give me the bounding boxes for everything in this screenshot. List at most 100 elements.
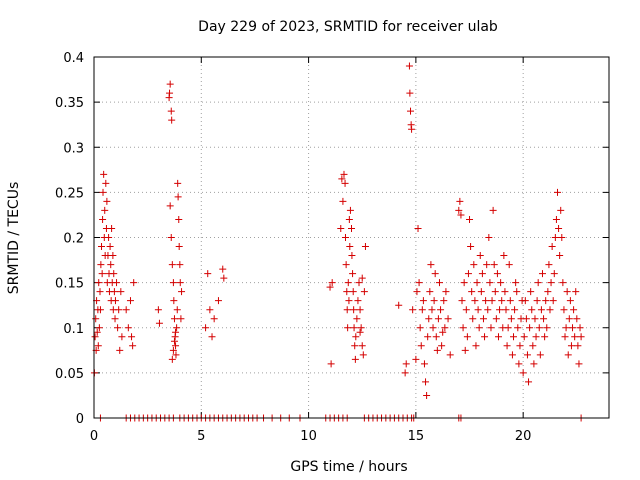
data-point — [497, 279, 505, 287]
data-point — [488, 297, 496, 305]
data-point — [530, 360, 538, 368]
data-point — [154, 306, 162, 314]
data-point — [422, 378, 430, 386]
data-point — [512, 279, 520, 287]
data-point — [461, 346, 469, 354]
data-point — [107, 261, 115, 269]
data-point — [554, 188, 561, 196]
data-point — [327, 360, 335, 368]
data-point — [175, 243, 183, 251]
data-point — [430, 297, 438, 305]
data-point — [437, 306, 445, 314]
data-point — [351, 355, 359, 363]
data-point — [431, 270, 439, 278]
data-point — [506, 297, 514, 305]
data-point — [208, 333, 216, 341]
data-point — [168, 355, 176, 363]
data-point — [416, 324, 424, 332]
x-axis-label: GPS time / hours — [290, 459, 407, 475]
data-point — [560, 306, 568, 314]
data-point — [540, 315, 548, 323]
data-point — [446, 351, 454, 359]
x-tick-label: 10 — [300, 429, 317, 444]
data-point — [561, 333, 569, 341]
data-point — [115, 306, 123, 314]
data-point — [166, 80, 174, 88]
data-point — [98, 270, 106, 278]
data-point — [504, 324, 512, 332]
data-point — [571, 333, 579, 341]
data-point — [350, 324, 358, 332]
data-point — [527, 288, 535, 296]
data-point — [166, 202, 174, 210]
data-point — [174, 179, 182, 187]
data-point — [94, 342, 102, 350]
data-point — [481, 333, 489, 341]
data-point — [204, 270, 212, 278]
data-point — [116, 346, 124, 354]
data-point — [570, 306, 578, 314]
data-point — [558, 234, 566, 241]
data-point — [514, 324, 522, 332]
data-point — [519, 369, 527, 377]
data-point — [166, 89, 174, 97]
data-point — [338, 175, 346, 183]
data-point — [214, 297, 222, 305]
data-point — [432, 333, 440, 341]
data-point — [405, 62, 413, 70]
data-point — [557, 206, 565, 214]
data-point — [337, 224, 345, 232]
data-point — [505, 261, 513, 269]
data-point — [511, 306, 519, 314]
data-point — [341, 179, 349, 187]
data-point — [350, 306, 358, 314]
data-point — [483, 261, 491, 269]
data-point — [413, 288, 421, 296]
data-point — [542, 297, 550, 305]
data-point — [220, 274, 228, 282]
data-point — [549, 297, 557, 305]
data-point — [355, 279, 363, 287]
data-point — [479, 315, 487, 323]
data-point — [460, 279, 468, 287]
data-point — [93, 328, 101, 336]
data-point — [464, 270, 472, 278]
data-point — [528, 306, 536, 314]
data-point — [414, 224, 422, 232]
data-point — [485, 234, 493, 241]
data-point — [551, 234, 559, 241]
y-tick-label: 0.2 — [63, 232, 84, 247]
x-tick-label: 20 — [515, 429, 532, 444]
data-point — [516, 342, 524, 350]
data-point — [494, 333, 502, 341]
data-point — [572, 288, 580, 296]
data-point — [176, 261, 184, 269]
data-point — [356, 306, 364, 314]
data-point — [95, 279, 103, 287]
data-point — [170, 337, 178, 345]
data-point — [206, 306, 214, 314]
data-point — [328, 279, 336, 287]
data-point — [103, 197, 111, 205]
data-point — [108, 224, 116, 232]
data-point — [155, 319, 163, 327]
data-point — [219, 265, 227, 273]
data-point — [552, 215, 560, 223]
data-point — [110, 288, 118, 296]
data-point — [407, 107, 415, 115]
data-point — [541, 333, 549, 341]
data-point — [533, 297, 541, 305]
data-point — [210, 315, 218, 323]
data-point — [354, 297, 362, 305]
data-point — [353, 315, 361, 323]
data-point — [345, 215, 353, 223]
data-point — [128, 333, 136, 341]
data-point — [468, 288, 476, 296]
data-point — [513, 288, 521, 296]
data-point — [343, 288, 351, 296]
data-point — [423, 391, 431, 399]
data-point — [177, 315, 185, 323]
data-point — [106, 243, 114, 251]
data-point — [425, 315, 433, 323]
data-point — [418, 306, 426, 314]
